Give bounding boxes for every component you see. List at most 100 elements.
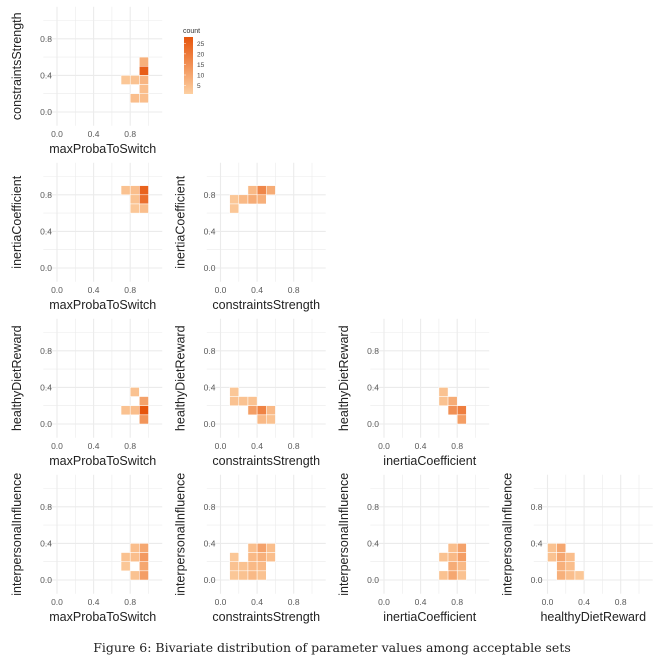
heatmap-tile bbox=[229, 194, 240, 205]
y-axis-label: healthyDietReward bbox=[174, 325, 188, 431]
heatmap-tile bbox=[447, 405, 458, 416]
y-tick-label: 0.8 bbox=[367, 346, 379, 356]
heatmap-tile bbox=[447, 552, 458, 562]
heatmap-tile bbox=[256, 194, 267, 205]
x-tick-label: 0.0 bbox=[215, 597, 227, 607]
y-axis-label: healthyDietReward bbox=[337, 325, 351, 431]
count-legend: count 5 10 15 20 25 bbox=[183, 28, 205, 94]
y-axis-label: inertiaCoefficient bbox=[10, 175, 24, 268]
legend-tick-label: 15 bbox=[197, 62, 205, 69]
heatmap-tile bbox=[565, 570, 576, 581]
heatmap-tile bbox=[565, 561, 576, 572]
heatmap-tile bbox=[139, 543, 149, 553]
heatmap-tile bbox=[547, 552, 557, 562]
legend-colorbar bbox=[184, 37, 193, 94]
heatmap-tile bbox=[238, 194, 249, 205]
y-tick-label: 0.0 bbox=[40, 419, 52, 429]
x-tick-label: 0.0 bbox=[378, 597, 390, 607]
heatmap-tile bbox=[456, 552, 467, 562]
heatmap-tile bbox=[456, 405, 467, 416]
x-tick-label: 0.4 bbox=[88, 597, 100, 607]
heatmap-tile bbox=[556, 561, 567, 572]
heatmap-tile bbox=[247, 552, 258, 562]
heatmap-tile bbox=[447, 570, 458, 581]
legend-tick-label: 20 bbox=[197, 51, 205, 58]
x-tick-label: 0.0 bbox=[215, 285, 227, 295]
x-tick-label: 0.0 bbox=[378, 441, 390, 451]
panel-maxProbaToSwitch-vs-constraintsStrength: 0.0 0.4 0.8 0.0 0.4 0.8 maxProbaToSwitch constr… bbox=[10, 6, 163, 156]
x-tick-label: 0.8 bbox=[288, 285, 300, 295]
x-tick-label: 0.0 bbox=[51, 441, 63, 451]
heatmap-tile bbox=[447, 561, 458, 572]
y-tick-label: 0.0 bbox=[40, 575, 52, 585]
heatmap-tile bbox=[447, 543, 458, 553]
x-tick-label: 0.4 bbox=[88, 129, 100, 139]
heatmap-tile bbox=[120, 552, 131, 562]
y-tick-label: 0.4 bbox=[204, 382, 216, 392]
heatmap-tile bbox=[456, 543, 467, 553]
heatmap-tile bbox=[139, 570, 149, 581]
heatmap-tile bbox=[256, 561, 267, 572]
heatmap-tile bbox=[129, 93, 140, 104]
x-axis-label: inertiaCoefficient bbox=[383, 454, 476, 468]
y-tick-label: 0.8 bbox=[204, 190, 216, 200]
x-tick-label: 0.8 bbox=[615, 597, 627, 607]
heatmap-tile bbox=[266, 543, 276, 553]
y-tick-label: 0.0 bbox=[40, 263, 52, 273]
heatmap-tile bbox=[229, 396, 240, 406]
y-axis-label: healthyDietReward bbox=[10, 325, 24, 431]
x-tick-label: 0.8 bbox=[451, 441, 463, 451]
y-tick-label: 0.4 bbox=[204, 226, 216, 236]
heatmap-tile bbox=[438, 387, 449, 397]
x-tick-label: 0.4 bbox=[251, 285, 263, 295]
heatmap-tile bbox=[120, 75, 131, 85]
x-tick-label: 0.4 bbox=[578, 597, 590, 607]
heatmap-tile bbox=[247, 561, 258, 572]
legend-tick-label: 10 bbox=[197, 73, 205, 80]
heatmap-tile bbox=[129, 185, 140, 196]
x-tick-label: 0.8 bbox=[451, 597, 463, 607]
heatmap-tile bbox=[139, 561, 149, 572]
y-tick-label: 0.8 bbox=[204, 502, 216, 512]
heatmap-tile bbox=[139, 405, 149, 416]
heatmap-tile bbox=[129, 75, 140, 85]
y-axis-label: interpersonalInfluence bbox=[174, 473, 188, 596]
panel-inertiaCoefficient-vs-healthyDietReward: 0.0 0.4 0.8 0.0 0.4 0.8 inertiaCoefficient heal… bbox=[337, 318, 490, 468]
y-tick-label: 0.0 bbox=[531, 575, 543, 585]
x-axis-label: healthyDietReward bbox=[540, 610, 646, 624]
heatmap-tile bbox=[139, 84, 149, 94]
heatmap-tile bbox=[547, 543, 557, 553]
y-tick-label: 0.0 bbox=[367, 419, 379, 429]
heatmap-tile bbox=[129, 194, 140, 205]
heatmap-tile bbox=[256, 570, 267, 581]
x-tick-label: 0.4 bbox=[415, 441, 427, 451]
heatmap-tile bbox=[266, 552, 276, 562]
x-axis-label: constraintsStrength bbox=[212, 298, 320, 312]
heatmap-tile bbox=[447, 396, 458, 406]
x-tick-label: 0.4 bbox=[251, 441, 263, 451]
x-tick-label: 0.4 bbox=[88, 285, 100, 295]
y-tick-label: 0.0 bbox=[204, 263, 216, 273]
x-tick-label: 0.0 bbox=[51, 285, 63, 295]
heatmap-tile bbox=[229, 387, 240, 397]
heatmap-tile bbox=[139, 203, 149, 214]
x-axis-label: maxProbaToSwitch bbox=[49, 610, 156, 624]
heatmap-tile bbox=[229, 570, 240, 581]
y-tick-label: 0.8 bbox=[40, 34, 52, 44]
panel-inertiaCoefficient-vs-interpersonalInfluence: 0.0 0.4 0.8 0.0 0.4 0.8 inertiaCoefficient inte… bbox=[337, 473, 490, 624]
heatmap-tile bbox=[438, 396, 449, 406]
y-tick-label: 0.0 bbox=[204, 575, 216, 585]
heatmap-tile bbox=[139, 56, 149, 67]
y-tick-label: 0.8 bbox=[40, 190, 52, 200]
x-tick-label: 0.8 bbox=[124, 285, 136, 295]
x-tick-label: 0.8 bbox=[288, 441, 300, 451]
heatmap-tile bbox=[139, 194, 149, 205]
panel-constraintsStrength-vs-healthyDietReward: 0.0 0.4 0.8 0.0 0.4 0.8 constraintsStrength hea… bbox=[174, 318, 326, 468]
legend-title: count bbox=[183, 28, 200, 35]
panel-maxProbaToSwitch-vs-inertiaCoefficient: 0.0 0.4 0.8 0.0 0.4 0.8 maxProbaToSwitch inerti… bbox=[10, 162, 163, 312]
heatmap-tile bbox=[129, 570, 140, 581]
heatmap-tile bbox=[238, 561, 249, 572]
heatmap-tile bbox=[565, 552, 576, 562]
heatmap-tile bbox=[139, 185, 149, 196]
x-tick-label: 0.8 bbox=[124, 441, 136, 451]
